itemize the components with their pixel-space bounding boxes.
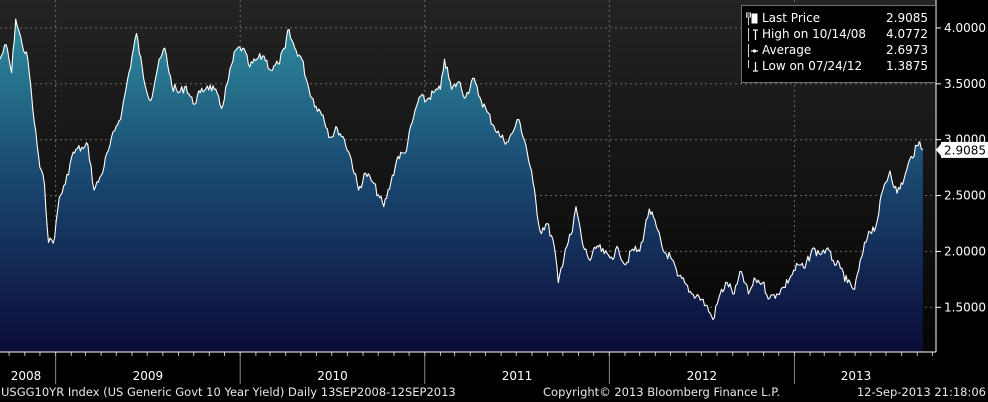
legend-label-last-price: Last Price (762, 11, 821, 25)
legend-value-high: 4.0772 (886, 27, 928, 41)
legend-value-average: 2.6973 (886, 43, 928, 57)
x-tick-label: 2008 (11, 369, 42, 383)
y-tick-label: 2.0000 (944, 244, 986, 258)
legend-value-last-price: 2.9085 (886, 11, 928, 25)
footer-bar: USGG10YR Index (US Generic Govt 10 Year … (0, 384, 988, 402)
x-axis-ticks: 2008 2009 2010 2011 2012 2013 (11, 369, 872, 383)
y-tick-label: 1.5000 (944, 300, 986, 314)
x-tick-label: 2011 (502, 369, 533, 383)
legend-label-low: Low on 07/24/12 (762, 59, 863, 73)
axes (0, 0, 941, 384)
high-marker-icon (748, 28, 758, 41)
y-tick-label: 4.0000 (944, 21, 986, 35)
average-marker-icon (748, 44, 758, 57)
legend-label-high: High on 10/14/08 (762, 27, 867, 41)
price-area (0, 18, 924, 352)
x-tick-label: 2013 (841, 369, 872, 383)
legend-row-last-price: Last Price 2.9085 (746, 11, 931, 27)
footer-timestamp: 12-Sep-2013 21:18:06 (856, 385, 986, 399)
current-price-label: 2.9085 (944, 143, 986, 157)
low-marker-icon (748, 60, 758, 72)
price-area-fill (0, 19, 923, 352)
legend-row-average: Average 2.6973 (746, 43, 931, 59)
current-price-box (941, 141, 988, 158)
y-tick-label: 2.5000 (944, 189, 986, 203)
current-price-pointer (936, 143, 941, 156)
current-price-marker: 2.9085 (936, 141, 988, 158)
last-price-square-icon (746, 12, 758, 25)
price-line (0, 18, 924, 321)
legend-row-high: High on 10/14/08 4.0772 (746, 27, 931, 43)
footer-copyright: Copyright© 2013 Bloomberg Finance L.P. (543, 385, 780, 399)
y-tick-label: 3.5000 (944, 77, 986, 91)
legend: Last Price 2.9085 High on 10/14/08 4.077… (741, 5, 936, 83)
legend-row-low: Low on 07/24/12 1.3875 (746, 59, 931, 75)
legend-label-average: Average (762, 43, 812, 57)
x-tick-label: 2010 (317, 369, 348, 383)
x-tick-label: 2012 (687, 369, 718, 383)
x-tick-label: 2009 (133, 369, 164, 383)
legend-value-low: 1.3875 (886, 59, 928, 73)
footer-ticker: USGG10YR Index (US Generic Govt 10 Year … (1, 385, 456, 399)
